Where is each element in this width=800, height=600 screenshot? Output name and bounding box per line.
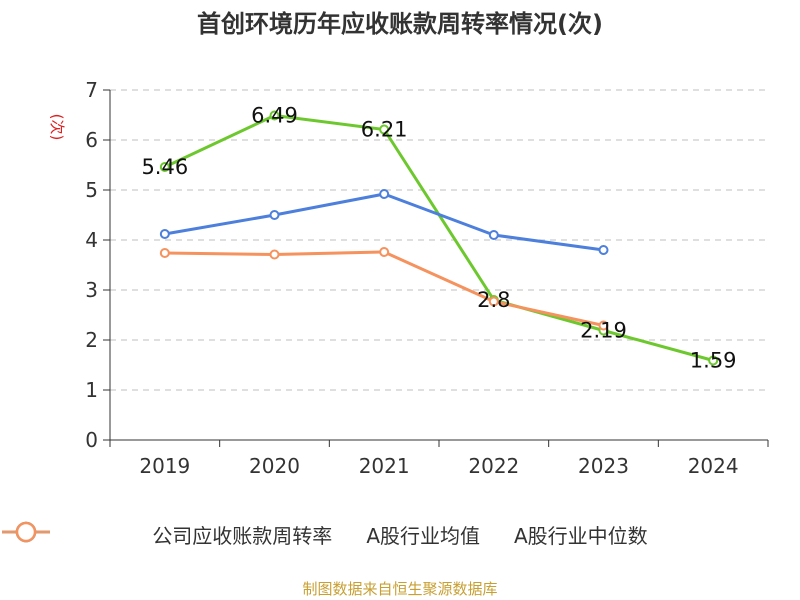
data-point-company [708, 355, 719, 366]
legend-label: A股行业均值 [366, 524, 480, 548]
series-line-company [164, 114, 714, 362]
chart-title: 首创环境历年应收账款周转率情况(次) [197, 10, 603, 38]
y-tick-label: 3 [85, 278, 98, 302]
series-line-industry_median [164, 250, 604, 327]
data-point-industry_median [269, 249, 280, 260]
data-point-industry_median [488, 296, 499, 307]
data-point-industry_avg [379, 189, 390, 199]
legend-item-company: 公司应收账款周转率 [2, 520, 333, 549]
data-point-industry_avg [269, 210, 280, 220]
data-source-footer: 制图数据来自恒生聚源数据库 [302, 580, 498, 598]
legend-label: A股行业中位数 [514, 524, 648, 548]
data-point-industry_avg [598, 245, 609, 255]
chart-legend: 公司应收账款周转率 A股行业均值 A股行业中位数 [0, 520, 800, 549]
data-label: 5.46 [141, 155, 188, 179]
data-point-industry_avg [159, 229, 170, 239]
data-point-company [159, 162, 170, 172]
y-axis-label: (次) [48, 114, 66, 141]
legend-item-industry_median: A股行业中位数 [2, 520, 648, 549]
x-tick-label: 2019 [139, 454, 190, 478]
data-point-company [269, 110, 280, 121]
data-label: 1.59 [690, 349, 737, 373]
data-label: 2.19 [580, 319, 627, 343]
y-tick-label: 7 [85, 78, 98, 102]
x-tick-label: 2020 [249, 454, 300, 478]
y-tick-label: 0 [85, 428, 98, 452]
data-point-industry_median [598, 320, 609, 331]
legend-label: 公司应收账款周转率 [152, 524, 333, 548]
y-tick-label: 1 [85, 378, 98, 402]
legend-marker-icon [2, 521, 50, 543]
y-tick-label: 2 [85, 328, 98, 352]
data-point-company [379, 124, 390, 135]
y-tick-label: 4 [85, 228, 98, 252]
x-tick-label: 2024 [688, 454, 739, 478]
data-label: 6.49 [251, 104, 298, 128]
x-tick-label: 2021 [359, 454, 410, 478]
series-line-industry_avg [164, 192, 604, 252]
data-point-industry_median [379, 247, 390, 257]
y-tick-label: 6 [85, 128, 98, 152]
x-tick-label: 2022 [468, 454, 519, 478]
y-tick-label: 5 [85, 178, 98, 202]
data-label: 2.8 [477, 288, 510, 312]
data-point-industry_median [159, 248, 170, 258]
data-point-industry_avg [488, 230, 499, 240]
data-label: 6.21 [361, 118, 408, 142]
x-tick-label: 2023 [578, 454, 629, 478]
legend-item-industry_avg: A股行业均值 [2, 520, 480, 549]
